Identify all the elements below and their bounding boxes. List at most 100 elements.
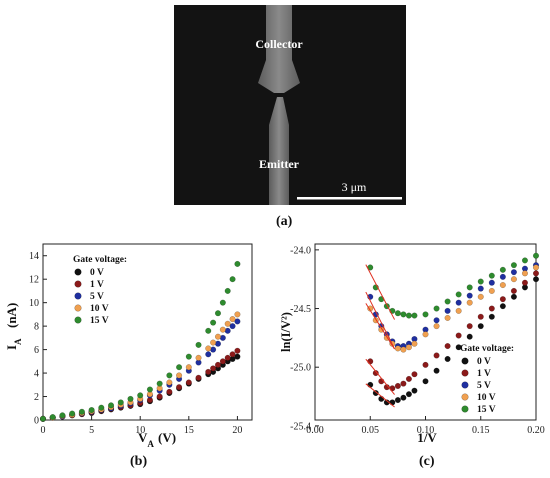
data-point	[405, 344, 412, 351]
data-point	[372, 370, 379, 377]
legend-marker	[74, 280, 82, 288]
data-point	[234, 353, 241, 360]
legend-marker	[74, 292, 82, 300]
data-point	[405, 312, 412, 319]
chart-b: 0 5 10 15 20 0 2 4 6 8 10 12 14 Gate voltage: 0 V 1 V 5 …	[4, 243, 253, 449]
data-point	[210, 339, 217, 346]
data-point	[477, 293, 484, 300]
data-point	[195, 354, 202, 361]
data-point	[477, 323, 484, 330]
y-axis-label: IA	[4, 338, 23, 350]
data-point	[394, 310, 401, 317]
data-point	[422, 378, 429, 385]
data-point	[229, 276, 236, 283]
legend-label: 5 V	[90, 292, 104, 302]
data-point	[488, 287, 495, 294]
x-tick-label: 0	[41, 425, 46, 436]
series-15v	[39, 260, 241, 422]
data-point	[98, 404, 105, 411]
legend-label: 0 V	[477, 357, 491, 367]
data-point	[210, 365, 217, 372]
data-point	[234, 318, 241, 325]
data-point	[466, 284, 473, 291]
x-axis-label: 1/V	[417, 430, 437, 445]
data-point	[510, 293, 517, 300]
data-point	[210, 319, 217, 326]
data-point	[411, 387, 418, 394]
data-point	[455, 307, 462, 314]
data-point	[394, 397, 401, 404]
data-point	[477, 285, 484, 292]
data-point	[59, 412, 66, 419]
x-tick-label: 0.15	[472, 425, 490, 436]
data-point	[214, 361, 222, 368]
emitter-electrode	[269, 97, 289, 205]
data-point	[422, 331, 429, 338]
scale-bar-label: 3 μm	[342, 180, 367, 194]
data-point	[411, 340, 418, 347]
data-point	[455, 332, 462, 339]
series-1v	[367, 270, 540, 392]
data-point	[205, 345, 212, 352]
data-point	[488, 279, 495, 286]
data-point	[219, 299, 226, 306]
x-tick-label: 0.05	[362, 425, 380, 436]
data-point	[229, 323, 236, 330]
data-point	[400, 380, 407, 387]
data-point	[488, 305, 495, 312]
legend-label: 10 V	[477, 393, 496, 403]
data-point	[394, 345, 401, 352]
scale-bar	[297, 197, 402, 200]
data-point	[389, 399, 396, 406]
data-point	[521, 257, 528, 264]
data-point	[466, 299, 473, 306]
legend-marker	[74, 304, 82, 312]
data-point	[372, 389, 379, 397]
data-point	[411, 312, 418, 319]
data-point	[444, 314, 451, 321]
x-axis-label: VA	[138, 430, 154, 449]
data-point	[205, 351, 212, 358]
data-point	[455, 291, 462, 298]
data-point	[532, 270, 540, 277]
data-point	[433, 305, 440, 312]
data-point	[78, 408, 85, 415]
data-point	[394, 382, 401, 390]
data-point	[499, 296, 506, 303]
data-point	[466, 292, 473, 299]
data-point	[455, 299, 462, 306]
data-point	[69, 410, 76, 417]
data-point	[422, 311, 429, 318]
data-point	[405, 375, 412, 382]
data-point	[444, 298, 451, 305]
data-point	[510, 269, 517, 276]
fit-line	[365, 264, 396, 320]
data-point	[532, 276, 540, 283]
data-point	[521, 279, 528, 286]
data-point	[499, 282, 506, 289]
y-tick-label: 0	[34, 416, 39, 427]
chart-c: 0.00 0.05 0.10 0.15 0.20 -24.0 -24.5 -25.0 -25.4…	[279, 243, 545, 445]
data-point	[107, 402, 115, 409]
series-15v	[367, 252, 540, 319]
y-tick-label: -24.5	[290, 304, 311, 315]
data-point	[214, 333, 222, 340]
data-point	[195, 374, 202, 381]
y-tick-label: 12	[29, 275, 39, 286]
data-point	[234, 260, 241, 267]
data-point	[444, 355, 451, 363]
data-point	[214, 310, 222, 317]
legend-marker	[461, 369, 469, 377]
legend-label: 1 V	[477, 369, 491, 379]
data-point	[405, 391, 412, 398]
series-10v	[39, 311, 241, 422]
data-point	[176, 364, 183, 371]
data-point	[477, 278, 484, 285]
data-point	[400, 346, 407, 353]
legend-marker	[74, 316, 82, 324]
data-point	[499, 273, 506, 280]
data-point	[488, 272, 495, 279]
x-tick-label: 15	[184, 425, 194, 436]
legend-marker	[461, 381, 469, 389]
data-point	[411, 371, 418, 378]
